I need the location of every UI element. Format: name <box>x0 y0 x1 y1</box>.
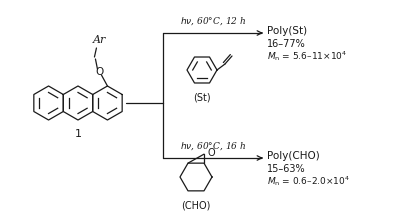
Text: 16–77%: 16–77% <box>267 39 306 49</box>
Text: $h\nu$, 60°C, 12 h: $h\nu$, 60°C, 12 h <box>180 15 246 27</box>
Text: $h\nu$, 60°C, 16 h: $h\nu$, 60°C, 16 h <box>180 140 246 152</box>
Text: O: O <box>207 148 215 158</box>
Text: (CHO): (CHO) <box>181 200 210 210</box>
Text: 1: 1 <box>74 129 82 139</box>
Text: (St): (St) <box>193 92 211 102</box>
Text: $M_{\mathrm{n}}$ = 5.6–11×10$^{4}$: $M_{\mathrm{n}}$ = 5.6–11×10$^{4}$ <box>267 49 347 63</box>
Text: O: O <box>95 67 104 77</box>
Text: 15–63%: 15–63% <box>267 164 306 174</box>
Text: $M_{\mathrm{n}}$ = 0.6–2.0×10$^{4}$: $M_{\mathrm{n}}$ = 0.6–2.0×10$^{4}$ <box>267 174 350 188</box>
Text: Poly(CHO): Poly(CHO) <box>267 151 320 161</box>
Text: Poly(St): Poly(St) <box>267 26 307 36</box>
Text: Ar: Ar <box>93 35 106 45</box>
